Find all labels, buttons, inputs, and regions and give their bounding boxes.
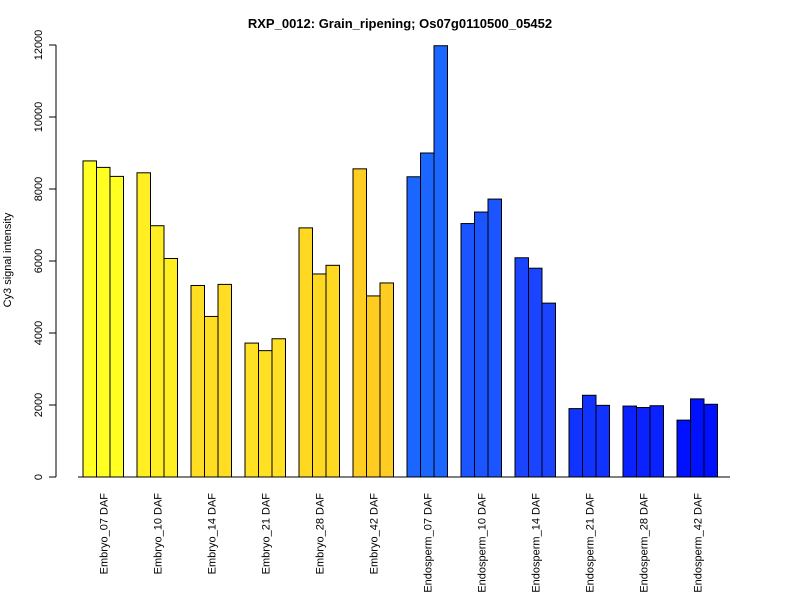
x-tick-label: Endosperm_07 DAF	[422, 493, 434, 593]
x-tick-label: Embryo_10 DAF	[152, 493, 164, 575]
bar-endosperm-28-daf-2	[636, 407, 651, 478]
y-tick-label: 6000	[33, 249, 45, 273]
x-tick-label: Endosperm_14 DAF	[530, 493, 542, 593]
bar-embryo-42-daf-3	[379, 282, 394, 478]
bar-embryo-42-daf-2	[366, 295, 381, 478]
bar-embryo-28-daf-2	[312, 273, 327, 478]
bar-embryo-10-daf-2	[150, 225, 165, 478]
bar-embryo-28-daf-1	[298, 227, 313, 478]
y-axis-label: Cy3 signal intensity	[2, 212, 14, 307]
bar-endosperm-14-daf-3	[541, 302, 556, 478]
y-tick-label: 12000	[33, 30, 45, 61]
bar-endosperm-28-daf-3	[649, 405, 664, 478]
bar-endosperm-14-daf-1	[514, 257, 529, 478]
y-tick-label: 0	[33, 474, 45, 480]
y-tick-label: 2000	[33, 393, 45, 417]
x-tick-label: Endosperm_28 DAF	[638, 493, 650, 593]
chart-title: RXP_0012: Grain_ripening; Os07g0110500_0…	[248, 16, 552, 31]
bar-embryo-07-daf-1	[82, 160, 97, 478]
bar-endosperm-07-daf-1	[406, 176, 421, 478]
y-tick-label: 4000	[33, 321, 45, 345]
bar-endosperm-14-daf-2	[528, 267, 543, 478]
bar-endosperm-21-daf-1	[568, 408, 583, 478]
bar-endosperm-21-daf-2	[582, 394, 597, 478]
x-tick-label: Endosperm_21 DAF	[584, 493, 596, 593]
bar-embryo-10-daf-1	[136, 172, 151, 478]
bar-endosperm-28-daf-1	[622, 405, 637, 478]
bars-group	[82, 45, 718, 478]
bar-embryo-14-daf-3	[217, 283, 232, 478]
x-tick-label: Embryo_14 DAF	[206, 493, 218, 575]
y-tick-label: 8000	[33, 177, 45, 201]
x-tick-label: Embryo_42 DAF	[368, 493, 380, 575]
bar-embryo-21-daf-1	[244, 342, 259, 478]
bar-endosperm-10-daf-3	[487, 198, 502, 478]
y-tick-label: 10000	[33, 102, 45, 133]
x-tick-label: Embryo_28 DAF	[314, 493, 326, 575]
x-tick-label: Embryo_07 DAF	[98, 493, 110, 575]
bar-endosperm-42-daf-3	[703, 403, 718, 478]
bar-embryo-28-daf-3	[325, 264, 340, 478]
bar-embryo-21-daf-3	[271, 338, 286, 478]
bar-endosperm-42-daf-2	[690, 398, 705, 478]
bar-embryo-07-daf-3	[109, 175, 124, 478]
bar-endosperm-10-daf-2	[474, 211, 489, 478]
bar-embryo-21-daf-2	[258, 350, 273, 478]
bar-endosperm-07-daf-2	[420, 152, 435, 478]
x-tick-label: Endosperm_42 DAF	[692, 493, 704, 593]
bar-embryo-07-daf-2	[96, 166, 111, 478]
bar-endosperm-42-daf-1	[676, 419, 691, 478]
x-tick-label: Embryo_21 DAF	[260, 493, 272, 575]
y-axis: 0 2000 4000 6000 8000 10000 12000	[33, 30, 57, 480]
bar-endosperm-21-daf-3	[595, 404, 610, 478]
x-tick-label: Endosperm_10 DAF	[476, 493, 488, 593]
bar-endosperm-10-daf-1	[460, 223, 475, 478]
bar-embryo-42-daf-1	[352, 168, 367, 478]
x-axis: Embryo_07 DAF Embryo_10 DAF Embryo_14 DAF E…	[78, 476, 730, 593]
bar-embryo-14-daf-1	[190, 284, 205, 478]
bar-endosperm-07-daf-3	[433, 45, 448, 478]
bar-embryo-10-daf-3	[163, 257, 178, 478]
bar-embryo-14-daf-2	[204, 315, 219, 478]
